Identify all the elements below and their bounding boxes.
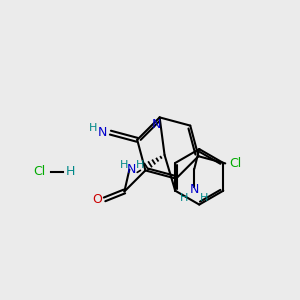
Text: N: N <box>152 118 161 131</box>
Text: Cl: Cl <box>229 157 241 170</box>
Text: H: H <box>180 193 189 202</box>
Text: H: H <box>66 165 75 178</box>
Text: Cl: Cl <box>33 165 45 178</box>
Text: N: N <box>98 126 107 139</box>
Text: H: H <box>200 193 208 202</box>
Text: N: N <box>127 163 136 176</box>
Text: H: H <box>88 123 97 133</box>
Text: N: N <box>190 183 199 196</box>
Text: O: O <box>93 193 103 206</box>
Text: H: H <box>120 160 129 170</box>
Text: H: H <box>136 160 144 170</box>
